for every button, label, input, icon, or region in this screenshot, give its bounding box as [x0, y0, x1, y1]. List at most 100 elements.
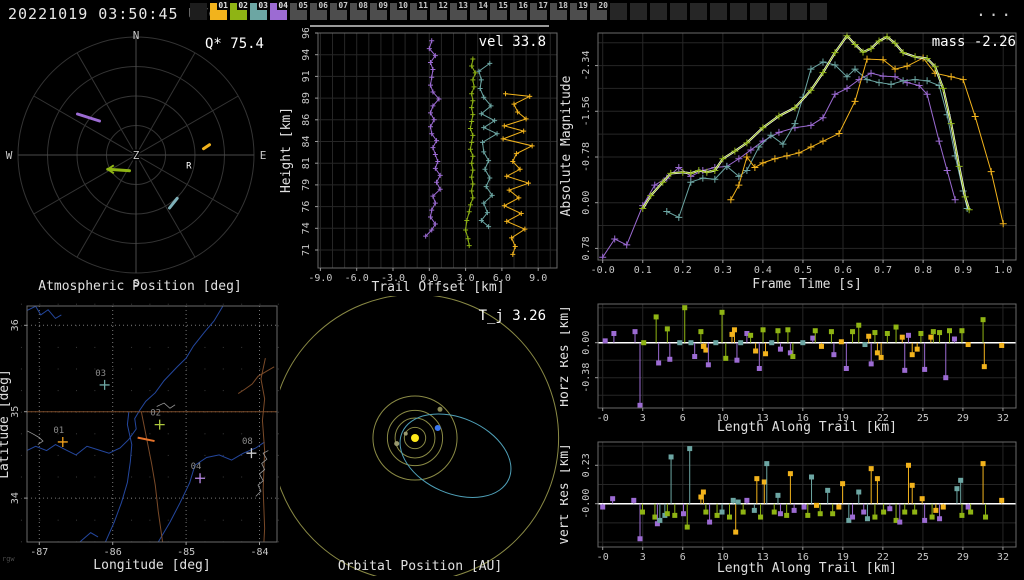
station-tab-18[interactable]: 18	[550, 3, 567, 20]
residual-point-station-1	[729, 332, 734, 337]
residual-point-station-3	[800, 340, 805, 345]
residual-point-station-2	[761, 327, 766, 332]
q-value-label: Q* 75.4	[205, 36, 264, 52]
residual-point-station-4	[952, 337, 957, 342]
y-tick: 89	[301, 92, 312, 104]
residual-point-station-3	[688, 340, 693, 345]
urban-outline	[157, 403, 175, 408]
residual-point-station-1	[875, 350, 880, 355]
residual-point-station-1	[814, 503, 819, 508]
station-tab-17[interactable]: 17	[530, 3, 547, 20]
station-tab-01[interactable]: 01	[210, 3, 227, 20]
station-tab-label: 15	[497, 1, 509, 10]
station-tab-label: 05	[297, 1, 309, 10]
residual-point-station-1	[928, 335, 933, 340]
blank-tab-slot	[790, 3, 807, 20]
residual-point-station-2	[784, 513, 789, 518]
station-tab-14[interactable]: 14	[470, 3, 487, 20]
panel-orbit: T_j 3.26Orbital Position [AU]	[280, 296, 560, 580]
station-tab-19[interactable]: 19	[570, 3, 587, 20]
residual-point-station-1	[999, 343, 1004, 348]
station-tab-06[interactable]: 06	[310, 3, 327, 20]
x-tick: 0.8	[914, 265, 932, 276]
residual-point-station-1	[915, 347, 920, 352]
height-profile-station-3	[479, 63, 497, 226]
residual-point-station-4	[656, 360, 661, 365]
station-tab-label: 17	[537, 1, 549, 10]
ground-map-chart: 0102030408-87-86-85-84343536Longitude [d…	[0, 296, 280, 576]
overflow-menu-button[interactable]: ...	[976, 1, 1014, 20]
y-tick: 84	[301, 135, 312, 147]
residual-point-station-3	[856, 490, 861, 495]
residual-point-station-4	[744, 498, 749, 503]
residual-point-station-2	[654, 314, 659, 319]
station-tab-09[interactable]: 09	[370, 3, 387, 20]
sky-trail-station-01	[204, 145, 210, 149]
station-tab-07[interactable]: 07	[330, 3, 347, 20]
blank-tab-slot	[650, 3, 667, 20]
residual-point-station-4	[897, 520, 902, 525]
residual-point-station-2	[665, 326, 670, 331]
y-tick: 94	[301, 49, 312, 61]
residual-point-station-4	[707, 520, 712, 525]
station-tab-label: 14	[477, 1, 489, 10]
residual-point-station-2	[881, 510, 886, 515]
station-tab-13[interactable]: 13	[450, 3, 467, 20]
residual-point-station-2	[983, 515, 988, 520]
y-axis-label: Latitude [deg]	[0, 369, 12, 479]
residual-point-station-3	[687, 446, 692, 451]
residual-point-station-1	[819, 344, 824, 349]
blank-tab-slot	[710, 3, 727, 20]
residual-point-station-2	[981, 317, 986, 322]
residual-point-station-4	[734, 358, 739, 363]
station-tab-11[interactable]: 11	[410, 3, 427, 20]
x-tick: 9.0	[529, 273, 547, 284]
residual-point-station-3	[862, 342, 867, 347]
station-tab-12[interactable]: 12	[430, 3, 447, 20]
station-tab-08[interactable]: 08	[350, 3, 367, 20]
residual-point-station-3	[752, 508, 757, 513]
mass-value-label: mass -2.26	[932, 34, 1016, 50]
station-tab-16[interactable]: 16	[510, 3, 527, 20]
residual-point-station-1	[763, 351, 768, 356]
x-tick: 29	[957, 552, 969, 563]
residual-point-station-2	[959, 328, 964, 333]
panel-title: Orbital Position [AU]	[338, 559, 502, 574]
station-tab-10[interactable]: 10	[390, 3, 407, 20]
residual-point-station-1	[703, 348, 708, 353]
magnitude-chart: -0.00.10.20.30.40.50.60.70.80.91.00.780.…	[560, 28, 1024, 296]
urban-outline	[256, 451, 268, 497]
station-tab-05[interactable]: 05	[290, 3, 307, 20]
y-axis-label: Absolute Magnitude	[560, 75, 574, 216]
blank-tab-slot	[610, 3, 627, 20]
station-tab-03[interactable]: 03	[250, 3, 267, 20]
residual-point-station-2	[947, 328, 952, 333]
x-tick: 25	[917, 413, 929, 424]
y-tick: 74	[301, 222, 312, 234]
station-tab-04[interactable]: 04	[270, 3, 287, 20]
residual-point-station-2	[805, 513, 810, 518]
river	[80, 533, 98, 543]
residual-point-station-1	[933, 508, 938, 513]
station-tab-02[interactable]: 02	[230, 3, 247, 20]
residual-point-station-1	[910, 483, 915, 488]
x-tick: -86	[104, 547, 122, 558]
x-tick: 0.6	[834, 265, 852, 276]
y-tick: 96	[301, 28, 312, 39]
residual-point-station-2	[640, 510, 645, 515]
station-tab-label: 13	[457, 1, 469, 10]
station-tab-20[interactable]: 20	[590, 3, 607, 20]
residual-point-station-1	[981, 461, 986, 466]
residual-point-station-2	[758, 515, 763, 520]
residual-point-station-4	[802, 505, 807, 510]
x-tick: -0	[597, 413, 609, 424]
blank-tab-slot	[670, 3, 687, 20]
residual-point-station-3	[720, 510, 725, 515]
station-tab-15[interactable]: 15	[490, 3, 507, 20]
residual-point-station-2	[703, 510, 708, 515]
residual-point-station-4	[887, 506, 892, 511]
state-border	[261, 358, 265, 542]
residual-point-station-1	[732, 327, 737, 332]
station-tab-label: 01	[217, 1, 229, 10]
residual-point-station-4	[792, 508, 797, 513]
